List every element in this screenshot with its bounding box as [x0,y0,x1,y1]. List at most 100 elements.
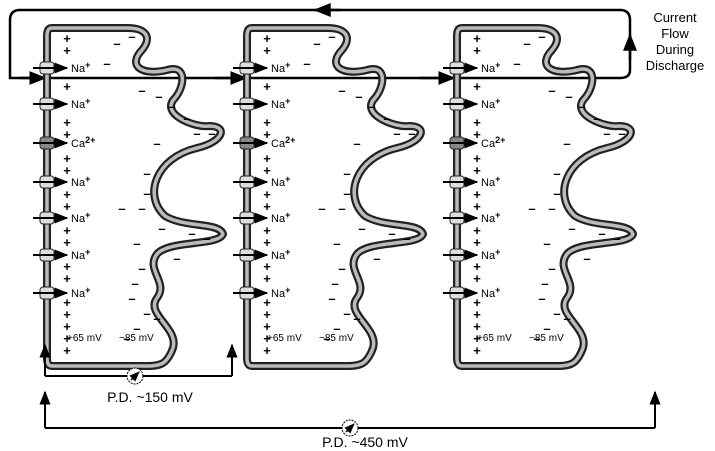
inside-right-potential: −85 mV [319,333,354,344]
ion-label: Na+ [71,60,90,75]
ion-charge: + [85,96,90,106]
negative-charge: – [138,201,145,216]
positive-charge: + [63,115,71,130]
ion-label: Na+ [71,285,90,300]
ion-symbol: Na [71,63,86,75]
positive-charge: + [473,163,481,178]
positive-charge: + [473,187,481,202]
negative-charge: – [393,126,400,141]
pd-450-bracket [39,390,661,437]
negative-charge: – [563,311,570,326]
cell: ++++++++++++++++++– ––– –––– –––––– – –––––––… [33,24,228,370]
ion-label: Na+ [71,247,90,262]
ion-charge: 2+ [285,135,295,145]
negative-charge: – [328,29,335,44]
current-flow-label: Flow [661,26,689,41]
negative-charge: – [138,83,145,98]
ion-symbol: Na [271,213,286,225]
negative-charge: – [313,36,320,51]
ion-label: Na+ [481,247,500,262]
positive-charge: + [263,115,271,130]
ion-symbol: Na [481,213,496,225]
ion-label: Na+ [271,174,290,189]
ion-symbol: Na [271,63,286,75]
positive-charge: + [473,43,481,58]
negative-charge: – [353,136,360,151]
ion-label: Na+ [481,60,500,75]
ion-symbol: Na [271,99,286,111]
negative-charge: – [343,306,350,321]
positive-charge: + [63,43,71,58]
ion-symbol: Na [481,250,496,262]
negative-charge: – [331,276,338,291]
negative-charge: – [541,276,548,291]
positive-charge: + [263,31,271,46]
positive-charge: + [263,343,271,358]
ion-charge: + [85,210,90,220]
positive-charge: + [263,79,271,94]
positive-charge: + [63,295,71,310]
negative-charge: – [548,83,555,98]
positive-charge: + [263,259,271,274]
negative-charge: – [543,321,550,336]
ion-charge: + [285,210,290,220]
positive-charge: + [63,259,71,274]
positive-charge: + [63,307,71,322]
positive-charge: + [473,151,481,166]
current-flow-label: Current [653,10,697,25]
positive-charge: + [263,127,271,142]
positive-charge: + [63,187,71,202]
ion-charge: + [285,247,290,257]
ion-charge: + [285,60,290,70]
ion-symbol: Na [481,177,496,189]
positive-charge: + [473,199,481,214]
negative-charge: – [318,201,325,216]
negative-charge: – [513,56,520,71]
negative-charge: – [168,99,175,114]
negative-charge: – [358,221,365,236]
negative-charge: – [528,201,535,216]
negative-charge: – [143,306,150,321]
negative-charge: – [578,99,585,114]
positive-charge: + [473,343,481,358]
ion-label: Na+ [271,285,290,300]
ion-symbol: Na [71,250,86,262]
ion-charge: + [495,285,500,295]
ion-label: Na+ [481,210,500,225]
cell: ++++++++++++++++++– ––– –––– –––––– – –––––––… [443,24,638,370]
negative-charge: – [553,166,560,181]
positive-charge: + [263,331,271,346]
negative-charge: – [553,306,560,321]
positive-charge: + [473,31,481,46]
ion-symbol: Na [271,250,286,262]
ion-charge: + [495,60,500,70]
ion-charge: 2+ [495,135,505,145]
positive-charge: + [473,331,481,346]
ion-label: Na+ [481,174,500,189]
positive-charge: + [63,223,71,238]
negative-charge: – [155,89,162,104]
cell: ++++++++++++++++++– ––– –––– –––––– – –––––––… [233,24,428,370]
negative-charge: – [208,126,215,141]
positive-charge: + [263,307,271,322]
inside-left-potential: +65 mV [267,333,302,344]
negative-charge: – [618,126,625,141]
negative-charge: – [153,311,160,326]
negative-charge: – [103,56,110,71]
negative-charge: – [128,29,135,44]
negative-charge: – [523,36,530,51]
negative-charge: – [368,99,375,114]
negative-charge: – [131,276,138,291]
positive-charge: + [263,271,271,286]
negative-charge: – [153,136,160,151]
ion-label: Na+ [271,210,290,225]
negative-charge: – [598,226,605,241]
negative-charge: – [303,56,310,71]
positive-charge: + [473,295,481,310]
ion-symbol: Na [271,288,286,300]
positive-charge: + [473,115,481,130]
ion-symbol: Na [71,213,86,225]
ion-charge: + [285,285,290,295]
ion-label: Na+ [271,247,290,262]
